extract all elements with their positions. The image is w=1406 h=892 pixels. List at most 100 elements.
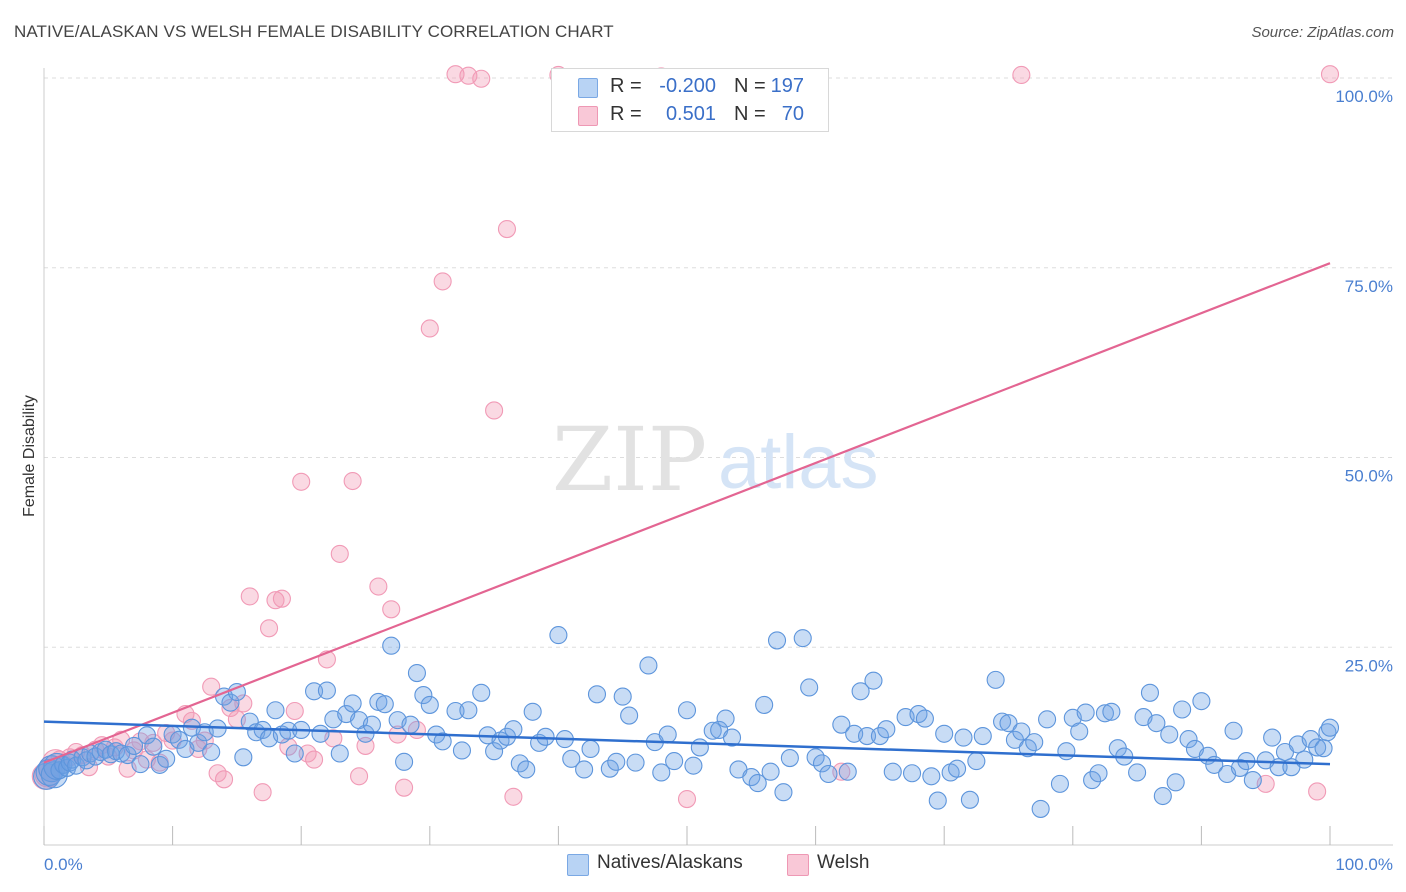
- natives-point: [703, 721, 722, 740]
- natives-point: [658, 725, 677, 744]
- r-label: R =: [610, 103, 642, 125]
- natives-point: [118, 745, 137, 765]
- grid-lines: [44, 77, 1393, 648]
- natives-point: [1173, 700, 1192, 719]
- watermark-zip: ZIP: [552, 408, 707, 511]
- natives-point: [620, 706, 639, 725]
- welsh-point: [472, 69, 491, 88]
- natives-point: [587, 685, 607, 704]
- natives-point: [169, 730, 189, 749]
- natives-point: [517, 760, 536, 779]
- natives-point: [928, 791, 947, 810]
- natives-point: [1050, 774, 1069, 793]
- natives-point: [305, 682, 324, 701]
- trend-lines: [43, 262, 1331, 766]
- natives-point: [1160, 725, 1179, 744]
- natives-point: [1089, 764, 1108, 783]
- natives-point: [774, 783, 793, 802]
- natives-point: [973, 727, 992, 746]
- natives-point: [1140, 683, 1160, 702]
- natives-point: [472, 683, 491, 702]
- natives-point: [677, 701, 697, 720]
- natives-point: [1179, 730, 1198, 749]
- welsh-point: [433, 272, 452, 291]
- natives-point: [954, 728, 973, 747]
- natives-point: [266, 701, 285, 720]
- natives-n-value: 197: [770, 75, 804, 97]
- welsh-point: [504, 787, 523, 806]
- welsh-point: [369, 577, 388, 596]
- x-tick-marks: [43, 826, 1331, 845]
- natives-point: [767, 631, 787, 650]
- natives-point: [1076, 703, 1095, 722]
- natives-point: [626, 753, 645, 772]
- natives-point: [144, 737, 163, 756]
- natives-point: [922, 767, 941, 786]
- natives-point: [819, 764, 838, 784]
- natives-point: [137, 726, 156, 745]
- welsh-point: [240, 587, 259, 606]
- natives-point: [800, 678, 819, 697]
- natives-point: [452, 741, 472, 760]
- natives-point: [793, 629, 812, 648]
- natives-point: [1192, 692, 1211, 711]
- natives-point: [1314, 739, 1333, 758]
- natives-point: [748, 774, 767, 793]
- natives-point: [652, 763, 671, 782]
- chart-title: NATIVE/ALASKAN VS WELSH FEMALE DISABILIT…: [14, 22, 614, 41]
- legend-label-natives: Natives/Alaskans: [597, 852, 743, 873]
- r-label: R =: [610, 75, 642, 97]
- natives-point: [684, 756, 703, 775]
- natives-point: [1166, 773, 1185, 792]
- welsh-point: [420, 319, 439, 338]
- natives-point: [407, 664, 426, 683]
- natives-point: [1057, 742, 1076, 761]
- natives-point: [343, 694, 362, 713]
- natives-point: [575, 760, 594, 779]
- natives-point: [1224, 721, 1243, 740]
- natives-point: [883, 762, 902, 781]
- natives-point: [330, 744, 349, 763]
- natives-point: [851, 682, 870, 701]
- natives-point: [999, 714, 1018, 733]
- natives-point: [832, 715, 851, 734]
- bottom-legend: Natives/Alaskans Welsh: [0, 852, 1406, 878]
- legend-row-natives: R = -0.200 N = 197: [552, 73, 828, 101]
- natives-point: [485, 742, 504, 761]
- natives-point: [864, 671, 883, 690]
- natives-point: [1038, 710, 1057, 729]
- welsh-point: [214, 770, 234, 789]
- watermark: ZIP atlas: [552, 408, 879, 511]
- natives-point: [362, 715, 381, 734]
- natives-point: [780, 749, 799, 768]
- welsh-trend-line: [43, 262, 1331, 764]
- legend-label-welsh: Welsh: [817, 852, 870, 873]
- natives-point: [838, 762, 857, 781]
- natives-point: [857, 727, 877, 746]
- natives-points: [33, 626, 1340, 818]
- natives-point: [761, 762, 780, 781]
- y-tick-labels: 25.0% 50.0% 75.0% 100.0%: [1335, 87, 1393, 675]
- n-label: N =: [734, 75, 766, 97]
- natives-point: [1012, 722, 1031, 741]
- welsh-point: [350, 767, 369, 786]
- natives-point: [414, 686, 433, 705]
- natives-point: [1230, 758, 1250, 777]
- natives-point: [665, 752, 684, 771]
- welsh-point: [234, 694, 253, 713]
- natives-point: [446, 701, 465, 721]
- natives-point: [870, 727, 889, 746]
- y-tick-label: 50.0%: [1345, 467, 1393, 486]
- natives-point: [690, 738, 709, 757]
- natives-point: [382, 636, 401, 655]
- natives-point: [33, 762, 61, 790]
- natives-point: [948, 759, 967, 778]
- x-tick-label-max: 100.0%: [1335, 855, 1393, 874]
- natives-point: [877, 720, 896, 739]
- natives-point: [1128, 763, 1147, 782]
- natives-point: [234, 748, 253, 767]
- welsh-point: [485, 401, 504, 420]
- natives-point: [375, 695, 394, 714]
- natives-point: [549, 626, 568, 645]
- natives-point: [504, 720, 523, 739]
